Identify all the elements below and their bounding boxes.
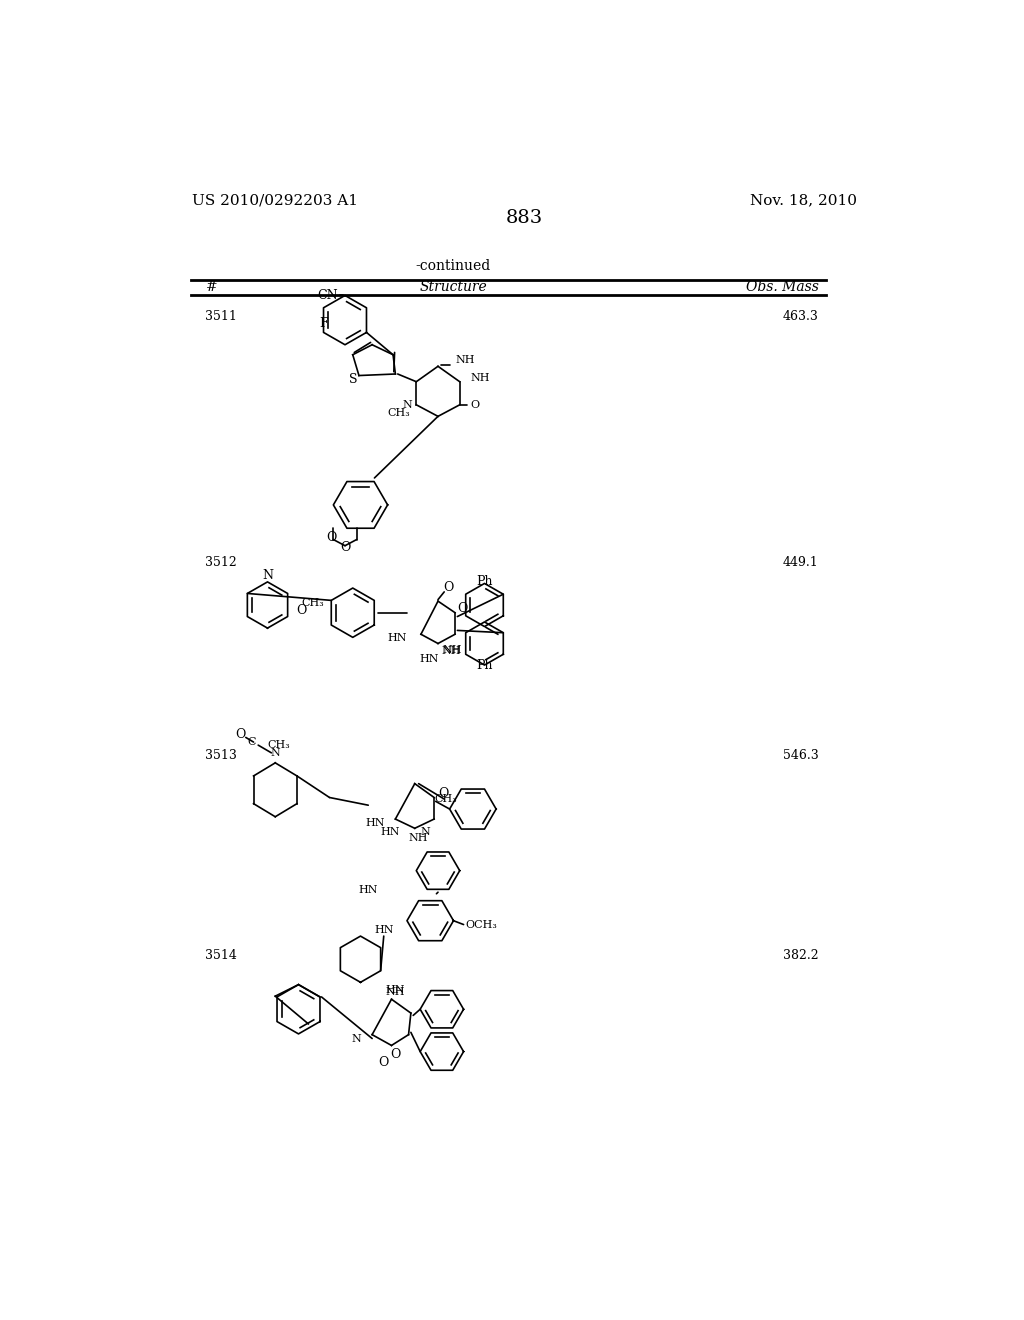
Text: CH₃: CH₃: [301, 598, 324, 607]
Text: O: O: [296, 603, 307, 616]
Text: 546.3: 546.3: [783, 748, 818, 762]
Text: HN: HN: [386, 985, 406, 995]
Text: O: O: [458, 602, 468, 615]
Text: HN: HN: [387, 634, 407, 643]
Text: 3511: 3511: [206, 310, 238, 323]
Text: CH₃: CH₃: [434, 795, 457, 804]
Text: F: F: [319, 317, 328, 330]
Text: O: O: [390, 1048, 400, 1061]
Text: O: O: [326, 531, 336, 544]
Text: NH: NH: [455, 355, 474, 366]
Text: HN: HN: [374, 925, 393, 935]
Text: O: O: [438, 787, 449, 800]
Text: O: O: [340, 541, 350, 554]
Text: NH: NH: [471, 372, 490, 383]
Text: S: S: [348, 372, 357, 385]
Text: O: O: [379, 1056, 389, 1069]
Text: 883: 883: [506, 210, 544, 227]
Text: OCH₃: OCH₃: [465, 920, 497, 929]
Text: O: O: [443, 581, 454, 594]
Text: 449.1: 449.1: [783, 556, 818, 569]
Text: Obs. Mass: Obs. Mass: [745, 280, 818, 294]
Text: N: N: [421, 828, 430, 837]
Text: Nov. 18, 2010: Nov. 18, 2010: [750, 194, 856, 207]
Text: Ph: Ph: [476, 576, 493, 589]
Text: 3514: 3514: [206, 949, 238, 962]
Text: HN: HN: [380, 828, 399, 837]
Text: NH: NH: [442, 644, 462, 655]
Text: N: N: [270, 748, 281, 758]
Text: -continued: -continued: [416, 259, 492, 273]
Text: 3512: 3512: [206, 556, 238, 569]
Text: CH₃: CH₃: [267, 741, 291, 750]
Text: N: N: [262, 569, 273, 582]
Text: N: N: [351, 1034, 361, 1044]
Text: HN: HN: [358, 884, 378, 895]
Text: CH₃: CH₃: [388, 408, 411, 417]
Text: NH: NH: [386, 986, 406, 997]
Text: HN: HN: [419, 653, 438, 664]
Text: 382.2: 382.2: [783, 949, 818, 962]
Text: 463.3: 463.3: [782, 310, 818, 323]
Text: CN: CN: [316, 289, 338, 302]
Text: Ph: Ph: [476, 659, 493, 672]
Text: US 2010/0292203 A1: US 2010/0292203 A1: [191, 194, 357, 207]
Text: HN: HN: [365, 818, 385, 828]
Text: O: O: [236, 727, 246, 741]
Text: C: C: [248, 737, 256, 747]
Text: O: O: [471, 400, 479, 409]
Text: Structure: Structure: [420, 280, 487, 294]
Text: NH: NH: [442, 647, 462, 656]
Text: 3513: 3513: [206, 748, 238, 762]
Text: NH: NH: [409, 833, 428, 842]
Text: #: #: [206, 280, 217, 294]
Text: N: N: [402, 400, 412, 409]
